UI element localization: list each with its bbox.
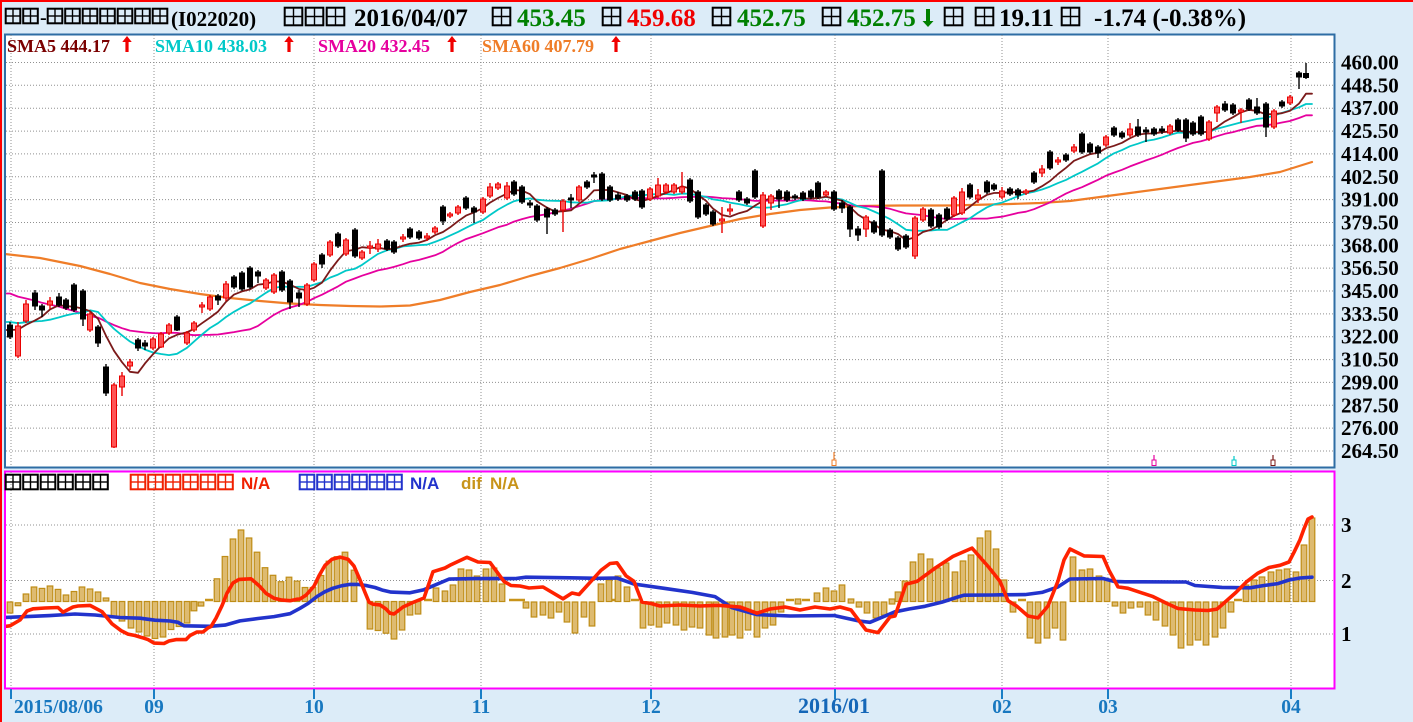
svg-text:02: 02	[992, 697, 1012, 718]
svg-text:12: 12	[641, 697, 661, 718]
svg-text:452.75: 452.75	[847, 5, 916, 32]
svg-text:N/A: N/A	[241, 474, 270, 493]
svg-text:10: 10	[304, 697, 324, 718]
svg-text:(I022020): (I022020)	[171, 7, 256, 31]
svg-text:322.00: 322.00	[1341, 325, 1399, 349]
svg-text:453.45: 453.45	[517, 5, 586, 32]
svg-text:-: -	[40, 7, 47, 29]
svg-text:459.68: 459.68	[627, 5, 696, 32]
svg-text:391.00: 391.00	[1341, 188, 1399, 212]
svg-text:452.75: 452.75	[737, 5, 806, 32]
svg-text:1: 1	[1341, 622, 1352, 646]
svg-text:N/A: N/A	[490, 474, 519, 493]
svg-text:04: 04	[1281, 697, 1301, 718]
svg-text:264.50: 264.50	[1341, 439, 1399, 463]
svg-text:dif: dif	[461, 474, 482, 493]
svg-text:09: 09	[144, 697, 164, 718]
svg-text:333.50: 333.50	[1341, 302, 1399, 326]
svg-text:SMA60 407.79: SMA60 407.79	[482, 36, 594, 56]
svg-text:N/A: N/A	[410, 474, 439, 493]
svg-text:460.00: 460.00	[1341, 51, 1399, 75]
svg-text:11: 11	[472, 697, 490, 718]
svg-text:19.11: 19.11	[999, 5, 1054, 32]
svg-text:2016/01: 2016/01	[798, 693, 870, 718]
svg-text:SMA10 438.03: SMA10 438.03	[155, 36, 267, 56]
svg-text:03: 03	[1098, 697, 1118, 718]
svg-text:345.00: 345.00	[1341, 279, 1399, 303]
svg-text:SMA20 432.45: SMA20 432.45	[318, 36, 430, 56]
svg-text:425.50: 425.50	[1341, 119, 1399, 143]
svg-text:437.00: 437.00	[1341, 96, 1399, 120]
svg-text:448.50: 448.50	[1341, 73, 1399, 97]
svg-text:287.50: 287.50	[1341, 393, 1399, 417]
svg-text:-1.74 (-0.38%): -1.74 (-0.38%)	[1094, 5, 1246, 32]
svg-text:402.50: 402.50	[1341, 165, 1399, 189]
svg-text:276.00: 276.00	[1341, 416, 1399, 440]
svg-text:2015/08/06: 2015/08/06	[14, 697, 103, 718]
svg-text:368.00: 368.00	[1341, 233, 1399, 257]
svg-text:SMA5 444.17: SMA5 444.17	[7, 36, 110, 56]
svg-text:356.50: 356.50	[1341, 256, 1399, 280]
svg-text:2016/04/07: 2016/04/07	[354, 5, 468, 32]
svg-text:379.50: 379.50	[1341, 210, 1399, 234]
svg-text:299.00: 299.00	[1341, 370, 1399, 394]
svg-text:414.00: 414.00	[1341, 142, 1399, 166]
svg-text:3: 3	[1341, 513, 1352, 537]
svg-text:310.50: 310.50	[1341, 348, 1399, 372]
svg-text:2: 2	[1341, 569, 1352, 593]
